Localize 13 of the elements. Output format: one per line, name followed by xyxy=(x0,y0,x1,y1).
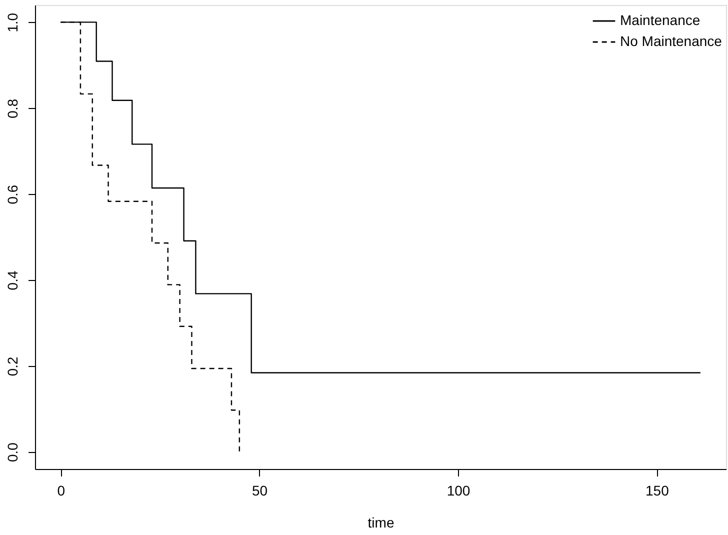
x-tick-label: 100 xyxy=(446,482,470,498)
x-tick-label: 150 xyxy=(646,482,670,498)
legend-label: Maintenance xyxy=(620,12,700,28)
y-tick-label: 0.6 xyxy=(4,184,20,204)
y-tick-label: 0.0 xyxy=(4,442,20,462)
y-tick-label: 0.4 xyxy=(4,270,20,290)
x-tick-label: 50 xyxy=(252,482,268,498)
x-axis-title: time xyxy=(368,514,394,530)
y-tick-label: 1.0 xyxy=(4,12,20,32)
y-tick-label: 0.8 xyxy=(4,98,20,118)
legend-label: No Maintenance xyxy=(620,33,722,49)
x-tick-label: 0 xyxy=(57,482,66,498)
y-tick-label: 0.2 xyxy=(4,356,20,376)
